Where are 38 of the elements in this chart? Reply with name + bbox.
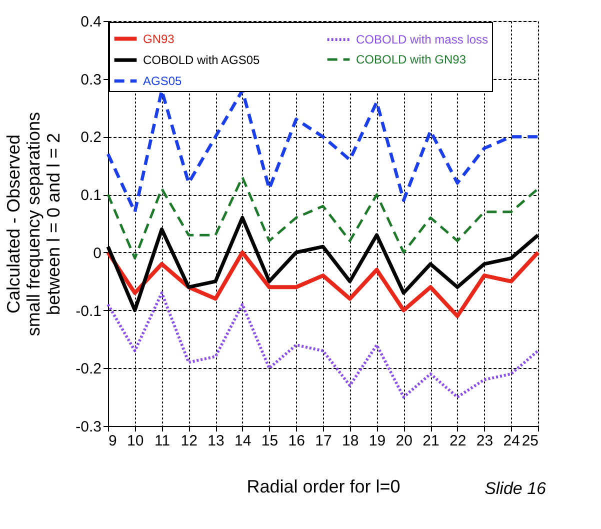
x-tick-label: 13	[208, 432, 224, 450]
x-tick-label: 18	[342, 432, 359, 450]
y-tick-label: 0	[93, 244, 102, 262]
x-tick-label: 22	[450, 432, 466, 450]
legend-label: COBOLD with GN93	[356, 52, 466, 66]
legend-label: COBOLD with AGS05	[143, 53, 260, 67]
y-tick-label: -0.3	[76, 418, 102, 436]
y-tick-label: -0.2	[76, 360, 102, 378]
y-tick-label: 0.3	[80, 71, 102, 88]
x-tick-label: 11	[154, 432, 170, 450]
line-series	[106, 250, 540, 318]
y-tick-label: -0.1	[76, 302, 102, 320]
x-tick-label: 23	[476, 432, 494, 450]
x-tick-label: 17	[315, 432, 332, 450]
x-tick-label: 10	[127, 432, 144, 450]
x-tick-label: 21	[422, 432, 440, 450]
legend-label: COBOLD with mass loss	[356, 32, 488, 46]
x-tick-label: 15	[261, 432, 278, 450]
line-series	[106, 176, 540, 260]
x-axis-title: Radial order for l=0	[246, 476, 400, 496]
y-tick-label: 0.2	[80, 129, 102, 146]
text: between l = 0 and l = 2	[44, 132, 64, 316]
x-tick-label: 12	[180, 432, 198, 450]
x-tick-label: 14	[234, 432, 252, 450]
line-series	[106, 291, 540, 399]
x-tick-label: 16	[288, 432, 305, 450]
legend-label: GN93	[143, 32, 175, 46]
y-tick-label: 0.1	[80, 187, 102, 204]
x-tick-label: 9	[108, 432, 117, 450]
x-tick-label: 24	[503, 432, 520, 450]
text: Slide 16	[484, 479, 547, 498]
legend-label: AGS05	[143, 74, 182, 88]
text: small frequency separations	[24, 112, 44, 336]
text: Calculated - Observed	[4, 134, 24, 314]
x-tick-label: 19	[368, 432, 386, 450]
y-tick-label: 0.4	[80, 14, 102, 30]
x-tick-label: 20	[396, 432, 412, 450]
x-tick-label: 25	[522, 432, 538, 450]
